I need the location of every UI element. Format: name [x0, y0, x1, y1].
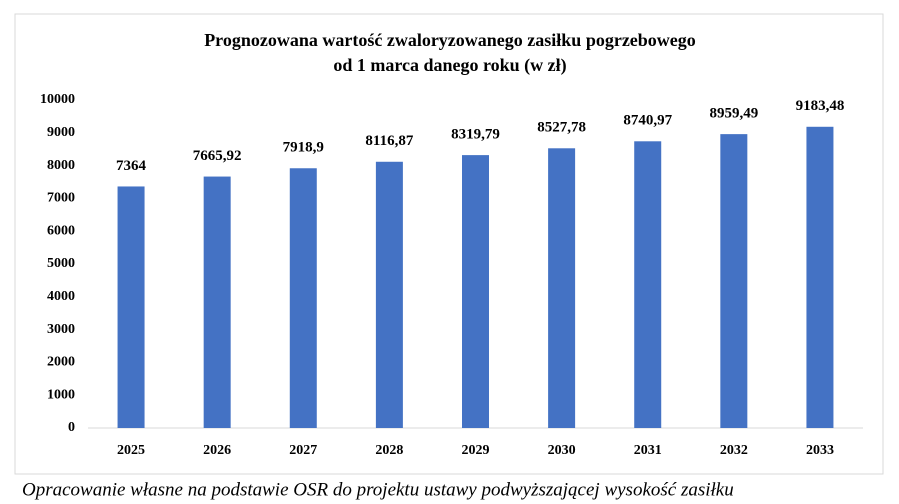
bar	[203, 176, 231, 428]
bar	[720, 134, 748, 428]
value-label: 8116,87	[365, 133, 413, 149]
bar	[462, 155, 489, 428]
y-tick-label: 3000	[47, 322, 75, 337]
value-label: 8959,49	[709, 106, 758, 122]
y-tick-label: 9000	[47, 125, 75, 140]
x-tick-label: 2030	[548, 443, 576, 458]
y-tick-label: 10000	[40, 92, 75, 107]
chart-frame	[14, 13, 884, 475]
y-tick-label: 0	[68, 420, 75, 435]
x-tick-label: 2026	[203, 443, 231, 458]
value-label: 7665,92	[193, 148, 242, 164]
value-label: 7918,9	[283, 140, 324, 156]
value-label: 8319,79	[451, 127, 500, 143]
y-tick-label: 1000	[47, 387, 75, 402]
y-tick-label: 2000	[47, 355, 75, 370]
bar	[548, 148, 576, 428]
x-tick-label: 2025	[117, 443, 145, 458]
y-tick-label: 6000	[47, 223, 75, 238]
x-tick-label: 2027	[289, 443, 317, 458]
x-tick-label: 2031	[634, 443, 662, 458]
bar	[634, 141, 662, 428]
y-tick-label: 7000	[47, 191, 75, 206]
value-label: 8527,78	[537, 120, 586, 136]
chart-title: Prognozowana wartość zwaloryzowanego zas…	[204, 30, 696, 50]
y-tick-label: 8000	[47, 158, 75, 173]
bar	[375, 161, 403, 428]
chart-title: od 1 marca danego roku (w zł)	[333, 55, 566, 76]
x-tick-label: 2029	[462, 443, 490, 458]
bar	[117, 186, 145, 428]
bar	[806, 126, 834, 428]
x-tick-label: 2028	[375, 443, 403, 458]
value-label: 7364	[116, 158, 147, 174]
y-tick-label: 5000	[47, 256, 75, 271]
y-tick-label: 4000	[47, 289, 75, 304]
bar	[289, 168, 317, 429]
footer: Opracowanie własne na podstawie OSR do p…	[22, 479, 734, 500]
value-label: 9183,48	[796, 98, 845, 114]
x-tick-label: 2033	[806, 443, 834, 458]
x-tick-label: 2032	[720, 443, 748, 458]
value-label: 8740,97	[623, 113, 672, 129]
